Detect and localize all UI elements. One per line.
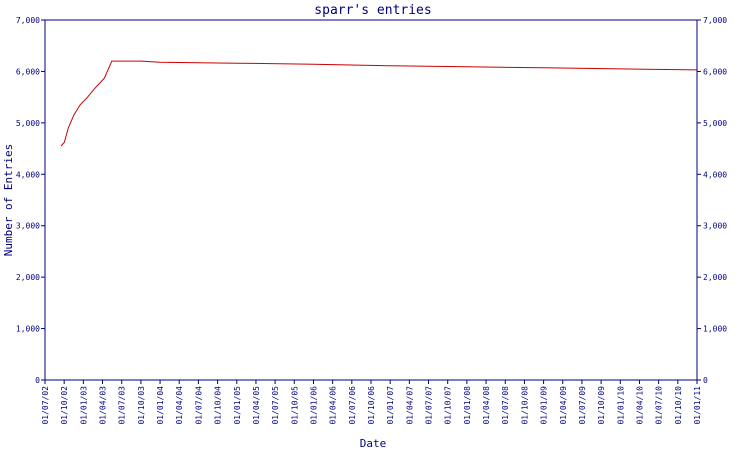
- y-tick-label-left: 2,000: [16, 273, 40, 282]
- x-tick-label: 01/07/09: [578, 386, 587, 425]
- y-tick-label-right: 6,000: [703, 67, 727, 76]
- x-tick-label: 01/01/09: [540, 386, 549, 425]
- y-tick-label-right: 5,000: [703, 119, 727, 128]
- x-tick-label: 01/01/03: [79, 386, 88, 425]
- chart-title: sparr's entries: [314, 3, 431, 18]
- y-tick-label-right: 4,000: [703, 170, 727, 179]
- x-tick-label: 01/04/09: [559, 386, 568, 425]
- y-tick-label-right: 7,000: [703, 16, 727, 25]
- x-tick-label: 01/10/04: [214, 386, 223, 425]
- x-tick-label: 01/07/05: [271, 386, 280, 425]
- y-tick-label-left: 5,000: [16, 119, 40, 128]
- x-tick-label: 01/01/07: [386, 386, 395, 425]
- series-line: [60, 60, 698, 147]
- y-tick-label-left: 0: [35, 376, 40, 385]
- x-tick-label: 01/04/04: [175, 386, 184, 425]
- series-group: [60, 60, 698, 147]
- x-axis: 01/07/02 01/10/02 01/01/03 01/04/03 01/07/03…: [41, 380, 702, 425]
- y-tick-label-left: 1,000: [16, 325, 40, 334]
- plot-frame: [44, 19, 698, 381]
- x-tick-label: 01/07/03: [118, 386, 127, 425]
- y-axis-label: Number of Entries: [2, 144, 15, 257]
- x-tick-label: 01/10/08: [520, 386, 529, 425]
- x-tick-label: 01/07/07: [425, 386, 434, 425]
- y-axis-left: 0 1,000 2,000 3,000 4,000 5,000 6,000 7,000: [16, 16, 45, 385]
- y-tick-label-right: 1,000: [703, 325, 727, 334]
- x-tick-label: 01/04/03: [99, 386, 108, 425]
- x-tick-label: 01/10/05: [290, 386, 299, 425]
- x-tick-label: 01/10/09: [597, 386, 606, 425]
- x-tick-label: 01/04/07: [405, 386, 414, 425]
- x-tick-label: 01/01/04: [156, 386, 165, 425]
- x-tick-label: 01/04/08: [482, 386, 491, 425]
- x-tick-label: 01/10/10: [674, 386, 683, 425]
- y-tick-label-right: 2,000: [703, 273, 727, 282]
- x-tick-label: 01/10/07: [444, 386, 453, 425]
- y-tick-label-left: 6,000: [16, 67, 40, 76]
- x-tick-label: 01/01/08: [463, 386, 472, 425]
- y-tick-label-right: 3,000: [703, 222, 727, 231]
- y-tick-label-right: 0: [703, 376, 708, 385]
- x-tick-label: 01/01/10: [616, 386, 625, 425]
- x-tick-label: 01/07/06: [348, 386, 357, 425]
- x-axis-label: Date: [360, 437, 387, 450]
- x-tick-label: 01/10/03: [137, 386, 146, 425]
- x-tick-label: 01/07/08: [501, 386, 510, 425]
- x-tick-label: 01/07/10: [655, 386, 664, 425]
- y-tick-label-left: 3,000: [16, 222, 40, 231]
- y-tick-label-left: 7,000: [16, 16, 40, 25]
- y-tick-label-left: 4,000: [16, 170, 40, 179]
- x-tick-label: 01/04/06: [329, 386, 338, 425]
- y-axis-right: 0 1,000 2,000 3,000 4,000 5,000 6,000 7,000: [697, 16, 727, 385]
- x-tick-label: 01/01/06: [309, 386, 318, 425]
- x-tick-label: 01/04/05: [252, 386, 261, 425]
- x-tick-label: 01/10/06: [367, 386, 376, 425]
- x-tick-label: 01/01/11: [693, 386, 702, 425]
- x-tick-label: 01/07/02: [41, 386, 50, 425]
- x-tick-label: 01/04/10: [635, 386, 644, 425]
- x-tick-label: 01/01/05: [233, 386, 242, 425]
- x-tick-label: 01/07/04: [194, 386, 203, 425]
- x-tick-label: 01/10/02: [60, 386, 69, 425]
